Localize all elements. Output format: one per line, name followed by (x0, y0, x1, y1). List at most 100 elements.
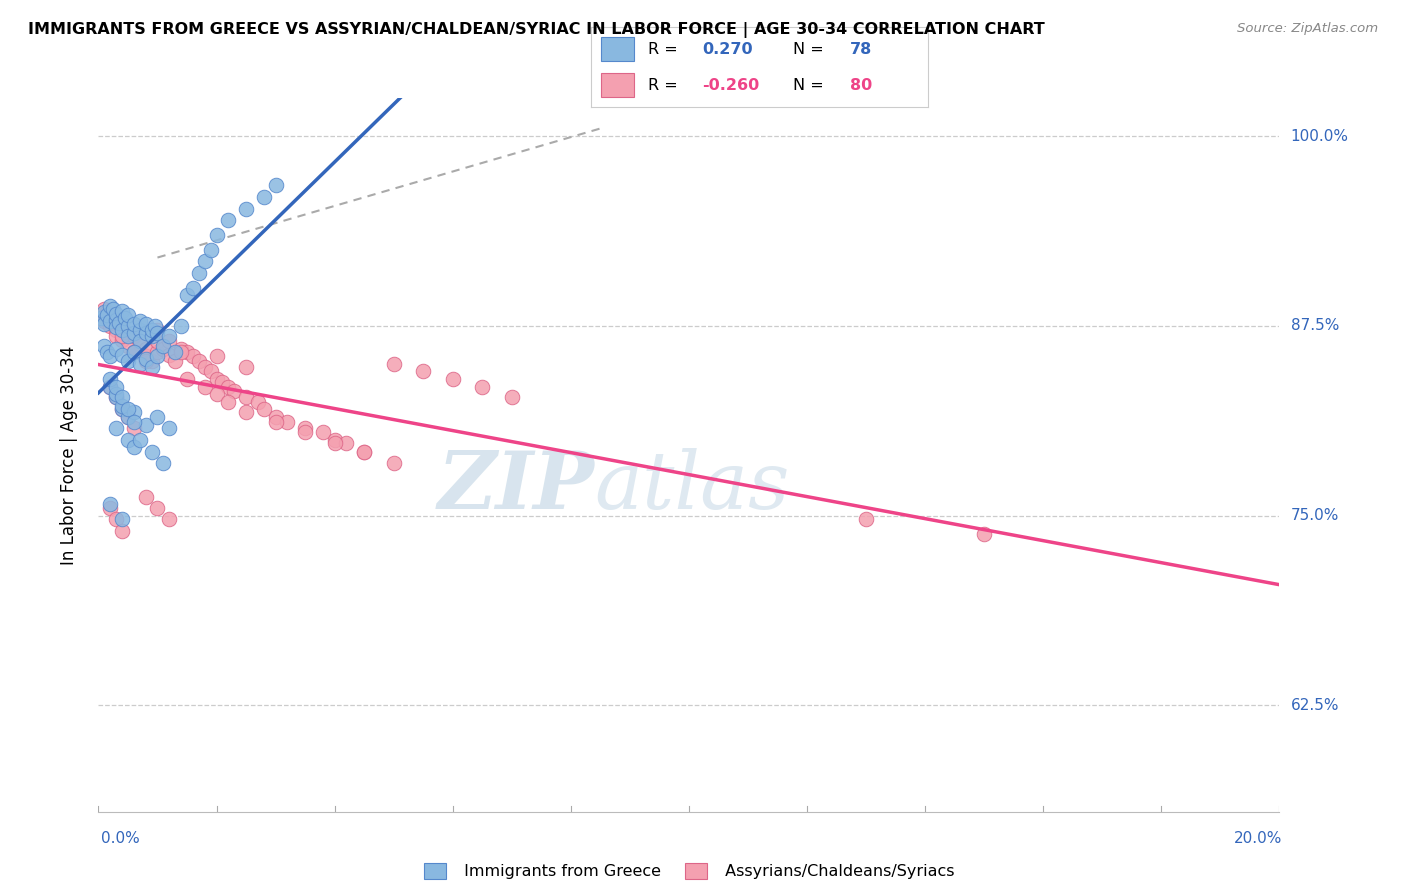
Point (157, 329, 180, 343)
Point (98, 501, 121, 516)
Point (93, 305, 115, 319)
Point (117, 338, 139, 352)
Point (141, 445, 163, 459)
Point (165, 353, 187, 368)
Text: 62.5%: 62.5% (1291, 698, 1339, 713)
Point (93, 318, 115, 332)
Point (205, 372, 228, 386)
Point (105, 390, 128, 404)
Point (93, 314, 115, 328)
Point (176, 344, 198, 359)
Point (224, 384, 246, 399)
Bar (600, 37, 634, 62)
Point (353, 445, 375, 459)
Point (146, 501, 169, 516)
Point (323, 433, 346, 447)
Point (105, 323, 128, 337)
Point (141, 359, 163, 374)
Point (194, 253, 217, 268)
Point (353, 445, 375, 459)
Text: 20.0%: 20.0% (1234, 831, 1282, 846)
Point (135, 353, 157, 368)
Point (105, 390, 128, 404)
Y-axis label: In Labor Force | Age 30-34: In Labor Force | Age 30-34 (59, 345, 77, 565)
Point (181, 281, 204, 295)
Text: R =: R = (648, 42, 678, 57)
Text: atlas: atlas (595, 449, 790, 525)
Point (135, 326, 157, 341)
Point (176, 288, 198, 302)
Point (170, 318, 193, 333)
Point (152, 338, 174, 352)
Point (205, 227, 228, 242)
Point (122, 318, 145, 332)
Point (98, 372, 121, 386)
Text: IMMIGRANTS FROM GREECE VS ASSYRIAN/CHALDEAN/SYRIAC IN LABOR FORCE | AGE 30-34 CO: IMMIGRANTS FROM GREECE VS ASSYRIAN/CHALD… (28, 22, 1045, 38)
Text: R =: R = (648, 78, 678, 93)
Text: Source: ZipAtlas.com: Source: ZipAtlas.com (1237, 22, 1378, 36)
Text: 78: 78 (851, 42, 873, 57)
Point (217, 379, 239, 393)
Text: 87.5%: 87.5% (1291, 318, 1339, 334)
Point (217, 394, 239, 409)
Point (111, 333, 134, 347)
Point (235, 405, 257, 419)
Legend:  Immigrants from Greece,  Assyrians/Chaldeans/Syriacs: Immigrants from Greece, Assyrians/Chalde… (418, 856, 960, 886)
Point (128, 357, 150, 371)
Text: N =: N = (793, 78, 824, 93)
Point (98, 379, 121, 393)
Point (98, 318, 121, 333)
Point (122, 420, 145, 434)
Point (194, 379, 217, 393)
Point (141, 323, 163, 337)
Point (235, 390, 257, 404)
Point (141, 329, 163, 343)
Point (122, 415, 145, 429)
Text: N =: N = (793, 42, 824, 57)
Point (170, 342, 193, 356)
Text: 75.0%: 75.0% (1291, 508, 1339, 523)
Point (276, 415, 298, 429)
Point (111, 524, 134, 538)
Point (855, 511, 877, 525)
Point (382, 357, 405, 371)
Point (117, 318, 139, 333)
Point (294, 420, 316, 434)
Point (200, 243, 222, 257)
Point (111, 329, 134, 343)
Point (117, 353, 139, 368)
Point (141, 353, 163, 368)
Point (105, 320, 128, 334)
Point (264, 178, 287, 192)
Point (122, 344, 145, 359)
Point (105, 313, 128, 327)
Point (146, 409, 169, 424)
Point (111, 303, 134, 318)
Point (128, 433, 150, 447)
Point (105, 307, 128, 321)
Point (135, 349, 157, 363)
Point (122, 440, 145, 454)
Point (157, 334, 180, 348)
Point (176, 372, 198, 386)
Point (105, 511, 128, 525)
Point (111, 511, 134, 525)
Point (973, 527, 995, 541)
Point (122, 326, 145, 341)
Point (103, 314, 125, 328)
Point (111, 402, 134, 417)
Point (128, 334, 150, 348)
Point (194, 359, 217, 374)
Point (382, 456, 405, 470)
Point (200, 364, 222, 378)
Point (312, 425, 335, 439)
Point (117, 433, 139, 447)
Point (122, 329, 145, 343)
Text: 100.0%: 100.0% (1291, 128, 1348, 144)
Point (246, 394, 269, 409)
Point (135, 417, 157, 432)
Point (98, 349, 121, 363)
Point (103, 302, 125, 317)
Text: 0.0%: 0.0% (101, 831, 141, 846)
Point (105, 329, 128, 343)
